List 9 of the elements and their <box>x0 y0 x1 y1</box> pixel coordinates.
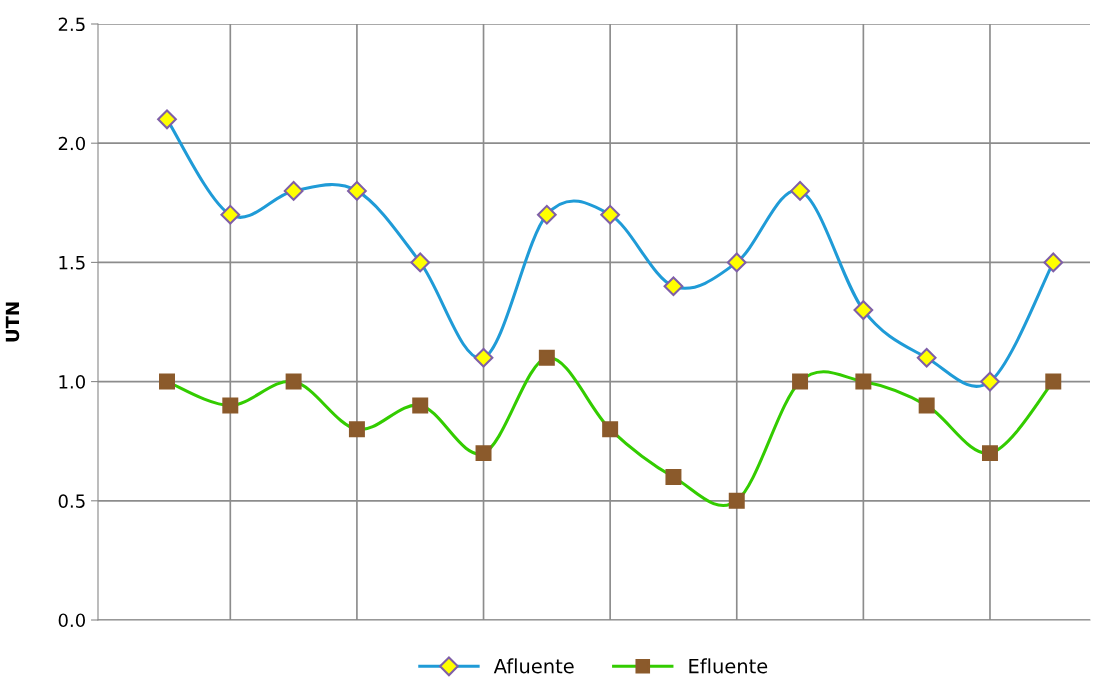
legend-label: Efluente <box>689 658 768 674</box>
y-tick-label: 0.0 <box>58 613 85 628</box>
legend-label: Afluente <box>493 658 574 674</box>
y-tick-label: 2.0 <box>58 136 85 151</box>
y-tick-label: 1.0 <box>59 375 85 389</box>
y-tick-label: 1.5 <box>59 256 85 270</box>
y-tick-label: 2.5 <box>58 17 85 32</box>
y-tick-label: 0.5 <box>58 494 85 508</box>
y-axis-title: UTN <box>5 302 20 342</box>
